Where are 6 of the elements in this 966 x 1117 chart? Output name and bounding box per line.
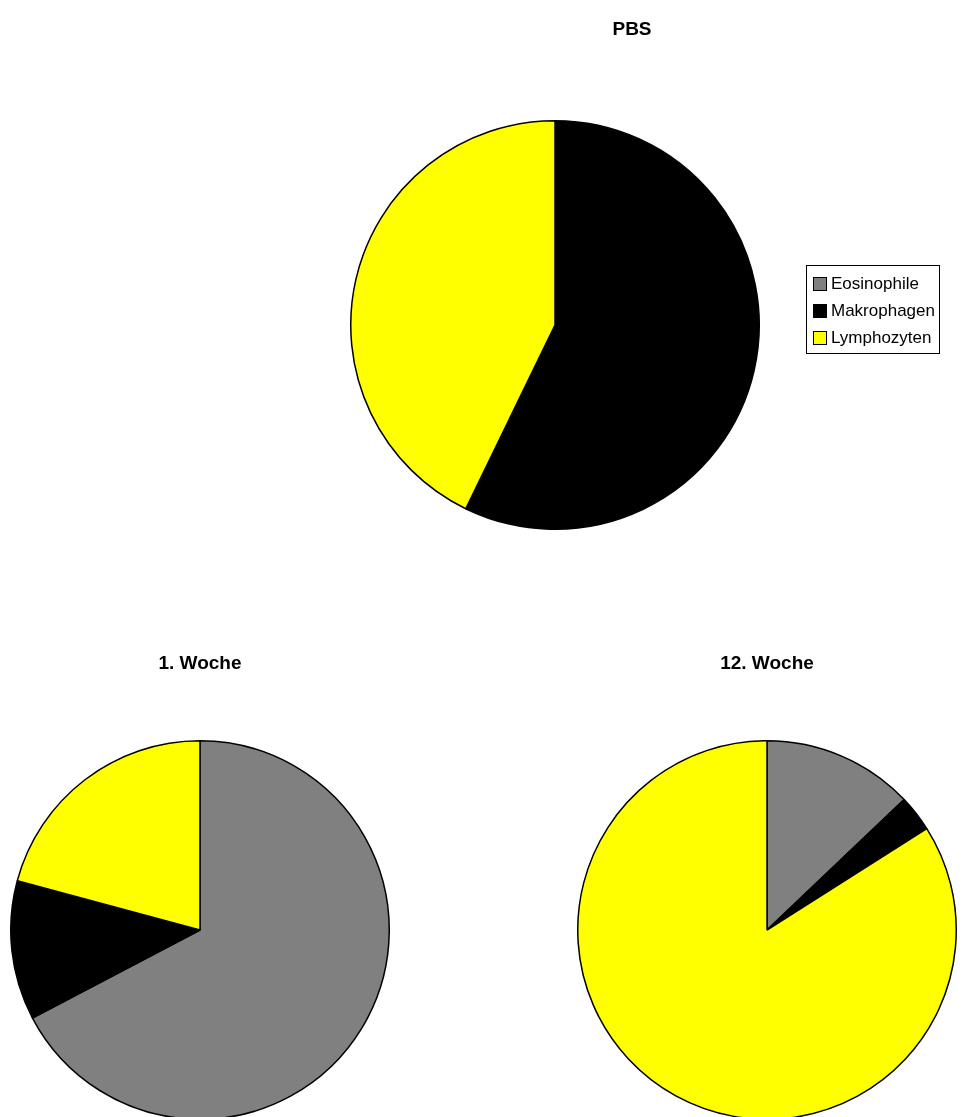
chart-title: PBS <box>612 18 652 40</box>
legend-label: Eosinophile <box>831 273 919 294</box>
legend-label: Lymphozyten <box>831 327 932 348</box>
chart-title: 12. Woche <box>720 652 814 674</box>
legend-label: Makrophagen <box>831 300 935 321</box>
chart-title: 1. Woche <box>158 652 242 674</box>
